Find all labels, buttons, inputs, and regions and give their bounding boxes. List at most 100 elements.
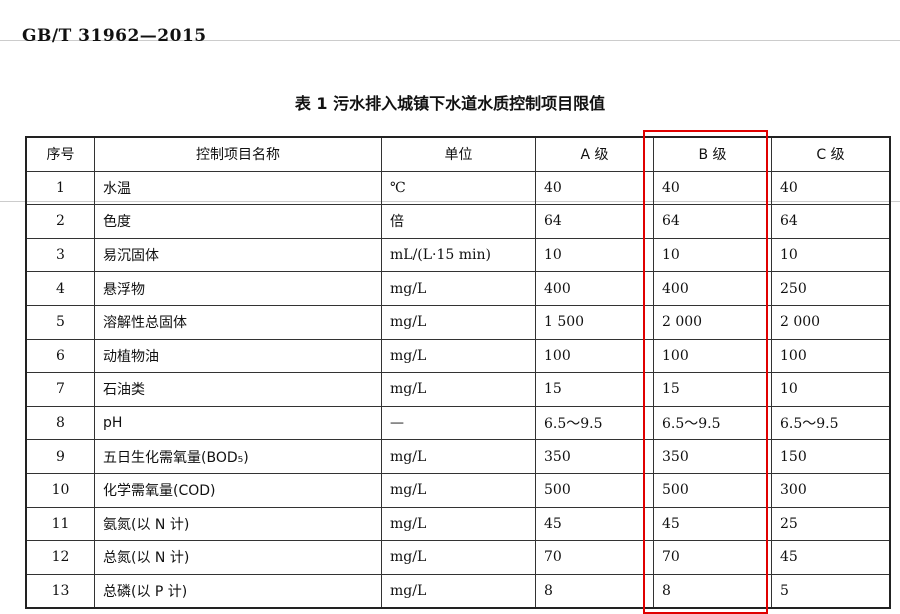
table-cell: 3 [25,237,95,273]
table-cell: 氨氮(以 N 计) [94,506,382,542]
table-cell: 10 [771,372,891,407]
table-cell: mg/L [381,573,536,609]
table-cell: 6.5～9.5 [653,405,772,441]
table-cell: 2 000 [771,304,891,340]
table-row: 13 总磷(以 P 计) mg/L 8 8 5 [25,573,891,609]
table-cell: 4 [25,271,95,306]
table-row: 6 动植物油 mg/L 100 100 100 [25,338,891,374]
column-header: 单位 [381,136,536,172]
table-cell: 45 [653,506,772,542]
table-cell: 1 500 [535,304,654,340]
table-cell: 15 [653,372,772,407]
table-cell: mg/L [381,506,536,542]
table-cell: 150 [771,439,891,474]
table-cell: 总磷(以 P 计) [94,573,382,609]
table-cell: 易沉固体 [94,237,382,273]
table-row: 12 总氮(以 N 计) mg/L 70 70 45 [25,540,891,575]
table-cell: 5 [25,304,95,340]
table-cell: 2 000 [653,304,772,340]
table-cell: 8 [25,405,95,441]
table-cell: ℃ [381,170,536,206]
table-cell: 350 [535,439,654,474]
table-row: 11 氨氮(以 N 计) mg/L 45 45 25 [25,506,891,542]
table-cell: 化学需氧量(COD) [94,472,382,508]
table-cell: 64 [653,204,772,239]
table-cell: 250 [771,271,891,306]
table-cell: 10 [535,237,654,273]
table-title: 表 1 污水排入城镇下水道水质控制项目限值 [294,94,606,113]
table-cell: 2 [25,204,95,239]
table-cell: mg/L [381,372,536,407]
table-cell: 水温 [94,170,382,206]
table-cell: 6.5～9.5 [535,405,654,441]
table-cell: 12 [25,540,95,575]
table-cell: 64 [771,204,891,239]
table-cell: 10 [771,237,891,273]
table-cell: 悬浮物 [94,271,382,306]
table-cell: mg/L [381,472,536,508]
table-cell: 100 [653,338,772,374]
scan-line [0,40,900,41]
table-cell: pH [94,405,382,441]
table-cell: 70 [535,540,654,575]
table-cell: 45 [535,506,654,542]
table-cell: 动植物油 [94,338,382,374]
column-header: B 级 [653,136,772,172]
table-cell: 13 [25,573,95,609]
table-cell: 五日生化需氧量(BOD₅) [94,439,382,474]
table-cell: mg/L [381,540,536,575]
table-cell: 10 [25,472,95,508]
table-row: 1 水温 ℃ 40 40 40 [25,170,891,206]
table-cell: 11 [25,506,95,542]
table-cell: — [381,405,536,441]
table-row: 5 溶解性总固体 mg/L 1 500 2 000 2 000 [25,304,891,340]
table-cell: 9 [25,439,95,474]
table-cell: 25 [771,506,891,542]
table-cell: 总氮(以 N 计) [94,540,382,575]
table-cell: 6 [25,338,95,374]
table-cell: 10 [653,237,772,273]
table-cell: 8 [535,573,654,609]
column-header: C 级 [771,136,891,172]
table-cell: mg/L [381,271,536,306]
table-row: 8 pH —6.5～9.5 6.5～9.5 6.5～9.5 [25,405,891,441]
table-row: 9 五日生化需氧量(BOD₅) mg/L 350 350 150 [25,439,891,474]
table-cell: 石油类 [94,372,382,407]
table-row: 4 悬浮物 mg/L 400 400 250 [25,271,891,306]
table-cell: 色度 [94,204,382,239]
table-cell: 溶解性总固体 [94,304,382,340]
table-cell: 400 [535,271,654,306]
table-cell: 40 [653,170,772,206]
table-cell: mL/(L·15 min) [381,237,536,273]
table-cell: 40 [771,170,891,206]
table-cell: 5 [771,573,891,609]
table-cell: 6.5～9.5 [771,405,891,441]
column-header: A 级 [535,136,654,172]
table-cell: 400 [653,271,772,306]
column-header: 控制项目名称 [94,136,382,172]
table-row: 3 易沉固体 mL/(L·15 min) 10 10 10 [25,237,891,273]
table-cell: mg/L [381,439,536,474]
table-cell: 100 [771,338,891,374]
table-cell: 15 [535,372,654,407]
column-header: 序号 [25,136,95,172]
table-cell: 500 [653,472,772,508]
table-row: 10 化学需氧量(COD) mg/L 500 500 300 [25,472,891,508]
table-cell: 350 [653,439,772,474]
table-cell: 7 [25,372,95,407]
table-cell: 100 [535,338,654,374]
standard-number: GB/T 31962—2015 [22,26,207,46]
table-cell: 倍 [381,204,536,239]
table-cell: 500 [535,472,654,508]
table-cell: 45 [771,540,891,575]
table-cell: mg/L [381,304,536,340]
table-cell: 1 [25,170,95,206]
table-row: 7 石油类 mg/L 15 15 10 [25,372,891,407]
table-cell: mg/L [381,338,536,374]
table-cell: 70 [653,540,772,575]
table-cell: 300 [771,472,891,508]
table-cell: 64 [535,204,654,239]
table-cell: 40 [535,170,654,206]
table-cell: 8 [653,573,772,609]
